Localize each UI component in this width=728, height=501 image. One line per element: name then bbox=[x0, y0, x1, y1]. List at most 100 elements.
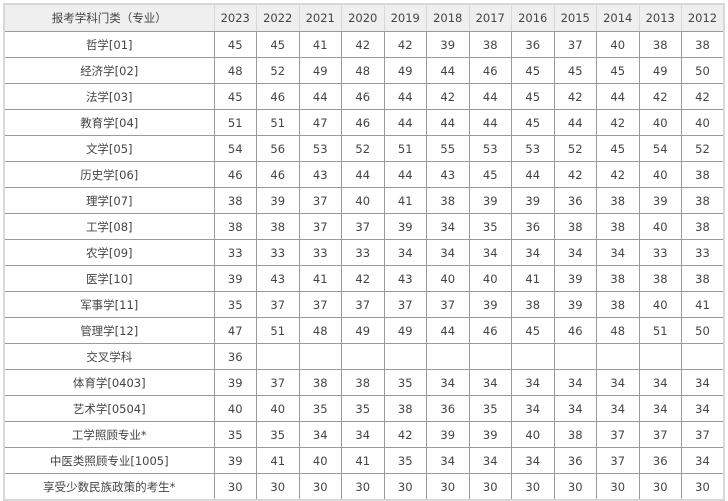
score-cell: 40 bbox=[681, 109, 725, 136]
score-cell: 38 bbox=[511, 291, 555, 318]
score-cell: 40 bbox=[256, 395, 300, 422]
header-year: 2020 bbox=[341, 3, 385, 32]
score-cell: 35 bbox=[298, 395, 342, 422]
row-label: 交叉学科 bbox=[3, 343, 215, 370]
score-cell: 38 bbox=[681, 31, 725, 58]
score-cell: 39 bbox=[553, 291, 597, 318]
score-cell: 44 bbox=[468, 109, 512, 136]
score-cell bbox=[426, 343, 470, 370]
score-cell: 34 bbox=[681, 395, 725, 422]
score-cell: 44 bbox=[383, 83, 427, 110]
score-cell: 39 bbox=[468, 291, 512, 318]
score-cell: 38 bbox=[638, 265, 682, 292]
score-cell: 47 bbox=[298, 109, 342, 136]
score-cell: 38 bbox=[468, 31, 512, 58]
table-row: 体育学[0403] 39 37 38 38 35 34 34 34 34 34 34 34 bbox=[3, 369, 725, 396]
score-cell: 33 bbox=[298, 239, 342, 266]
score-cell: 40 bbox=[426, 265, 470, 292]
score-cell bbox=[681, 343, 725, 370]
score-cell: 41 bbox=[341, 447, 385, 474]
row-label: 医学[10] bbox=[3, 265, 215, 292]
score-cell: 34 bbox=[553, 239, 597, 266]
row-label: 体育学[0403] bbox=[3, 369, 215, 396]
score-cell: 36 bbox=[638, 447, 682, 474]
score-cell: 49 bbox=[638, 57, 682, 84]
score-cell: 41 bbox=[298, 31, 342, 58]
score-cell: 37 bbox=[638, 421, 682, 448]
score-cell: 47 bbox=[213, 317, 257, 344]
score-cell: 42 bbox=[553, 83, 597, 110]
score-cell: 44 bbox=[298, 83, 342, 110]
score-cell: 42 bbox=[638, 83, 682, 110]
score-cell: 41 bbox=[298, 265, 342, 292]
score-cell: 45 bbox=[213, 31, 257, 58]
score-cell: 35 bbox=[383, 447, 427, 474]
score-cell: 35 bbox=[341, 395, 385, 422]
score-cell: 33 bbox=[681, 239, 725, 266]
score-cell: 35 bbox=[383, 369, 427, 396]
score-cell: 30 bbox=[213, 473, 257, 501]
score-cell: 38 bbox=[681, 265, 725, 292]
score-cell: 42 bbox=[681, 83, 725, 110]
score-cell: 40 bbox=[298, 447, 342, 474]
score-cell: 37 bbox=[298, 291, 342, 318]
score-cell: 42 bbox=[383, 31, 427, 58]
row-label: 享受少数民族政策的考生* bbox=[3, 473, 215, 501]
score-cell: 34 bbox=[468, 239, 512, 266]
score-cell: 52 bbox=[256, 57, 300, 84]
score-cell: 38 bbox=[213, 213, 257, 240]
score-cell: 37 bbox=[553, 31, 597, 58]
score-cell: 33 bbox=[638, 239, 682, 266]
score-cell: 30 bbox=[298, 473, 342, 501]
header-year: 2023 bbox=[213, 3, 257, 32]
score-cell: 36 bbox=[426, 395, 470, 422]
score-cell: 45 bbox=[256, 31, 300, 58]
score-cell: 34 bbox=[468, 447, 512, 474]
score-cell: 38 bbox=[298, 369, 342, 396]
score-cell: 38 bbox=[256, 213, 300, 240]
score-cell: 30 bbox=[596, 473, 640, 501]
score-cell: 44 bbox=[553, 109, 597, 136]
row-label: 理学[07] bbox=[3, 187, 215, 214]
score-cell: 49 bbox=[298, 57, 342, 84]
score-cell: 40 bbox=[341, 187, 385, 214]
score-cell: 38 bbox=[596, 265, 640, 292]
score-cell: 45 bbox=[511, 83, 555, 110]
score-cell: 34 bbox=[553, 395, 597, 422]
header-year: 2022 bbox=[256, 3, 300, 32]
score-cell: 48 bbox=[298, 317, 342, 344]
score-cell: 39 bbox=[553, 265, 597, 292]
table-row: 管理学[12] 47 51 48 49 49 44 46 45 46 48 51 50 bbox=[3, 317, 725, 344]
score-cell: 30 bbox=[426, 473, 470, 501]
score-cell: 37 bbox=[341, 291, 385, 318]
score-cell: 42 bbox=[426, 83, 470, 110]
score-cell: 37 bbox=[298, 187, 342, 214]
score-cell: 34 bbox=[426, 239, 470, 266]
header-row: 报考学科门类（专业） 2023 2022 2021 2020 2019 2018 2017 2… bbox=[3, 3, 725, 32]
score-cell: 40 bbox=[468, 265, 512, 292]
table-row: 工学照顾专业* 35 35 34 34 42 39 39 40 38 37 37 37 bbox=[3, 421, 725, 448]
score-cell: 44 bbox=[383, 109, 427, 136]
score-cell: 46 bbox=[468, 317, 512, 344]
score-cell: 45 bbox=[213, 83, 257, 110]
score-cell: 55 bbox=[426, 135, 470, 162]
score-cell: 39 bbox=[426, 421, 470, 448]
score-cell: 44 bbox=[511, 161, 555, 188]
score-cell: 40 bbox=[638, 291, 682, 318]
score-cell: 34 bbox=[426, 369, 470, 396]
score-cell: 38 bbox=[553, 213, 597, 240]
score-cell: 34 bbox=[511, 447, 555, 474]
score-cell: 46 bbox=[468, 57, 512, 84]
score-cell: 30 bbox=[638, 473, 682, 501]
score-cell: 48 bbox=[213, 57, 257, 84]
score-cell bbox=[638, 343, 682, 370]
score-cell: 35 bbox=[468, 395, 512, 422]
score-cell: 46 bbox=[341, 83, 385, 110]
score-cell bbox=[511, 343, 555, 370]
score-cell: 38 bbox=[383, 395, 427, 422]
score-cell bbox=[553, 343, 597, 370]
table-row: 艺术学[0504] 40 40 35 35 38 36 35 34 34 34 34 34 bbox=[3, 395, 725, 422]
score-cell: 34 bbox=[638, 369, 682, 396]
score-cell: 33 bbox=[256, 239, 300, 266]
score-cell: 42 bbox=[596, 109, 640, 136]
